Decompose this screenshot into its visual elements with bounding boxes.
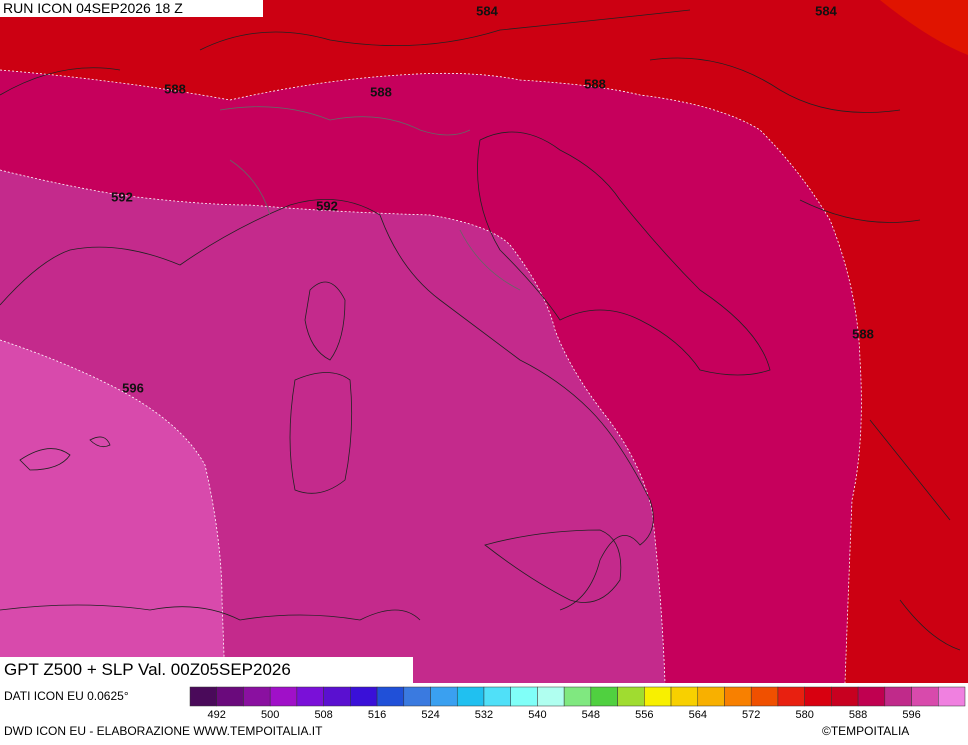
colorbar-tick-label: 524 [421, 709, 439, 721]
colorbar-cell [430, 686, 458, 707]
colorbar-cell [243, 686, 271, 707]
colorbar-tick-label: 596 [902, 709, 920, 721]
colorbar-cell [323, 686, 351, 707]
colorbar-cell [376, 686, 405, 707]
colorbar-cell [510, 686, 538, 707]
contour-label: 588 [852, 326, 874, 341]
colorbar-cell [189, 686, 217, 707]
contour-label: 584 [476, 3, 498, 18]
colorbar-tick-label: 564 [689, 709, 707, 721]
colorbar-cell [350, 686, 378, 707]
colorbar-tick-label: 548 [582, 709, 600, 721]
colorbar-cell [724, 686, 752, 707]
contour-label: 588 [584, 76, 606, 91]
contour-label: 596 [122, 380, 144, 395]
colorbar-tick-label: 572 [742, 709, 760, 721]
colorbar-cell [296, 686, 324, 707]
colorbar-cell [563, 686, 592, 707]
contour-label: 588 [370, 84, 392, 99]
colorbar-cell [644, 686, 672, 707]
copyright-label: ©TEMPOITALIA [822, 724, 910, 738]
map: 584 584 588 588 588 588 592 592 596 [0, 0, 968, 683]
island-sardinia [289, 372, 353, 494]
colorbar-cell [537, 686, 565, 707]
border [0, 9, 961, 651]
colorbar-cell [831, 686, 859, 707]
border [219, 106, 521, 291]
colorbar-cell [911, 686, 939, 707]
colorbar-cell [804, 686, 832, 707]
colorbar-tick-label: 556 [635, 709, 653, 721]
colorbar-tick-label: 508 [314, 709, 332, 721]
isohypse [0, 339, 226, 683]
island-corsica [304, 281, 346, 361]
contour-label: 592 [111, 189, 133, 204]
run-label: RUN ICON 04SEP2026 18 Z [0, 0, 263, 17]
island-sicily [484, 529, 622, 603]
band-580-584 [880, 0, 968, 55]
colorbar-tick-label: 540 [528, 709, 546, 721]
coastline [0, 199, 654, 611]
band-596-600 [0, 340, 225, 683]
colorbar-cell [750, 686, 779, 707]
credit-label: DWD ICON EU - ELABORAZIONE WWW.TEMPOITAL… [4, 724, 323, 738]
colorbar-cell [670, 686, 699, 707]
colorbar-tick-label: 516 [368, 709, 386, 721]
colorbar-cell [403, 686, 431, 707]
map-title: GPT Z500 + SLP Val. 00Z05SEP2026 [0, 657, 413, 683]
colorbar-cell [777, 686, 805, 707]
colorbar-cell [697, 686, 725, 707]
colorbar-cell [269, 686, 298, 707]
contour-label: 588 [164, 81, 186, 96]
contour-label: 584 [815, 3, 837, 18]
colorbar-cell [857, 686, 886, 707]
coastline [477, 131, 771, 376]
island-balearic [19, 436, 111, 471]
colorbar-cell [216, 686, 244, 707]
source-label: DATI ICON EU 0.0625° [4, 689, 129, 703]
colorbar-cell [456, 686, 485, 707]
contour-label: 592 [316, 198, 338, 213]
colorbar-tick-label: 580 [795, 709, 813, 721]
colorbar-tick-label: 588 [849, 709, 867, 721]
isohypse [0, 69, 862, 683]
colorbar-cell [884, 686, 912, 707]
colorbar-tick-label: 500 [261, 709, 279, 721]
coastline [0, 604, 421, 621]
colorbar-tick-label: 532 [475, 709, 493, 721]
isohypse [0, 169, 666, 683]
colorbar-cell [938, 686, 966, 707]
colorbar-cell [617, 686, 645, 707]
colorbar-tick-label: 492 [208, 709, 226, 721]
colorbar-cell [590, 686, 618, 707]
colorbar-cell [483, 686, 511, 707]
